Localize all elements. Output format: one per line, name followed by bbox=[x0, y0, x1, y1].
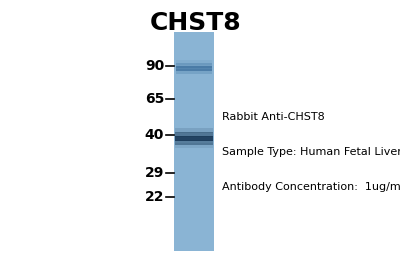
Text: Rabbit Anti-CHST8: Rabbit Anti-CHST8 bbox=[222, 112, 325, 122]
Text: Antibody Concentration:  1ug/mL: Antibody Concentration: 1ug/mL bbox=[222, 182, 400, 191]
Bar bbox=[176, 66, 212, 71]
Bar bbox=[175, 132, 213, 137]
Text: 65: 65 bbox=[145, 92, 164, 106]
Bar bbox=[175, 140, 213, 145]
Text: 90: 90 bbox=[145, 59, 164, 73]
Bar bbox=[175, 136, 213, 141]
Bar bbox=[175, 143, 213, 148]
Bar bbox=[175, 128, 213, 134]
Bar bbox=[176, 69, 212, 74]
Text: 22: 22 bbox=[144, 190, 164, 204]
Text: 40: 40 bbox=[145, 128, 164, 142]
Text: Sample Type: Human Fetal Liver: Sample Type: Human Fetal Liver bbox=[222, 147, 400, 157]
Bar bbox=[176, 60, 212, 65]
Bar bbox=[174, 32, 214, 251]
Bar bbox=[176, 63, 212, 68]
Text: CHST8: CHST8 bbox=[150, 11, 242, 35]
Text: 29: 29 bbox=[145, 166, 164, 180]
